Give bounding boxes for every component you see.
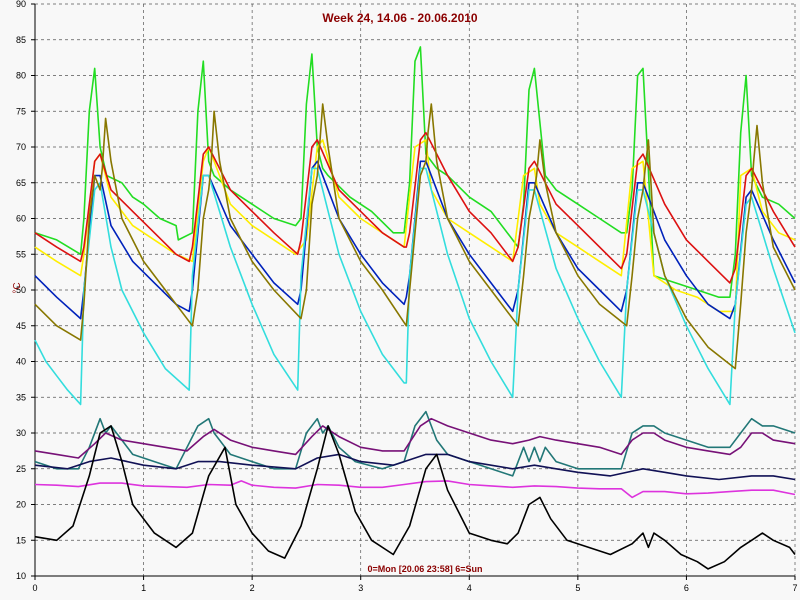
series-line-11 <box>34 425 796 570</box>
y-tick-label: 90 <box>16 0 26 9</box>
y-axis-label: °C <box>12 282 23 293</box>
x-tick-label: 4 <box>467 583 472 593</box>
y-tick-label: 15 <box>16 535 26 545</box>
x-tick-label: 3 <box>358 583 363 593</box>
y-tick-label: 85 <box>16 35 26 45</box>
series-lines <box>34 46 796 570</box>
series-line-6 <box>34 103 796 370</box>
x-tick-label: 1 <box>141 583 146 593</box>
y-tick-label: 30 <box>16 428 26 438</box>
y-tick-label: 55 <box>16 249 26 259</box>
y-tick-label: 25 <box>16 464 26 474</box>
y-tick-label: 65 <box>16 178 26 188</box>
y-tick-label: 35 <box>16 392 26 402</box>
y-tick-label: 80 <box>16 71 26 81</box>
x-tick-label: 5 <box>575 583 580 593</box>
x-tick-label: 2 <box>250 583 255 593</box>
y-tick-label: 20 <box>16 500 26 510</box>
y-tick-labels: 10 15 20 25 30 35 40 45 50 55 60 65 70 75 80 85 90 <box>16 0 26 581</box>
y-tick-label: 70 <box>16 142 26 152</box>
y-tick-label: 75 <box>16 106 26 116</box>
y-tick-label: 60 <box>16 214 26 224</box>
series-line-8 <box>34 417 796 459</box>
chart-title: Week 24, 14.06 - 20.06.2010 <box>322 11 478 25</box>
series-line-3 <box>34 131 796 284</box>
y-tick-label: 50 <box>16 285 26 295</box>
y-tick-label: 45 <box>16 321 26 331</box>
series-line-5 <box>34 167 796 406</box>
y-tick-label: 40 <box>16 357 26 367</box>
x-tick-labels: 0 1 2 3 4 5 6 7 <box>32 583 797 593</box>
x-tick-label: 0 <box>32 583 37 593</box>
chart-caption: 0=Mon [20.06 23:58] 6=Sun <box>367 564 482 574</box>
x-tick-label: 6 <box>684 583 689 593</box>
axes <box>31 3 796 580</box>
series-line-10 <box>34 480 796 499</box>
x-tick-label: 7 <box>792 583 797 593</box>
y-tick-label: 10 <box>16 571 26 581</box>
series-line-7 <box>34 410 796 477</box>
series-line-9 <box>34 453 796 481</box>
series-line-4 <box>34 160 796 320</box>
